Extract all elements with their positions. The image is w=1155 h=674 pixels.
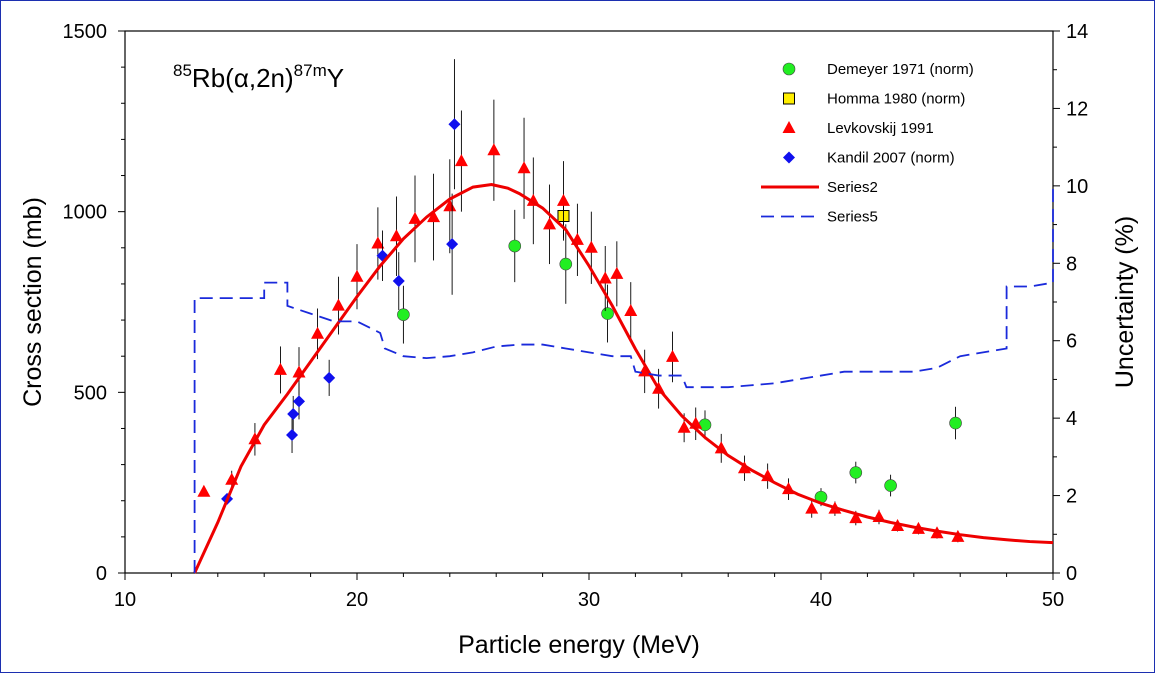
data-point [293,395,305,408]
title-projectile: α [234,63,249,93]
x-tick-label: 50 [1042,589,1064,611]
legend-marker [782,121,796,133]
legend-label: Homma 1980 (norm) [827,91,965,108]
data-layer [193,59,1054,574]
data-point [448,118,461,131]
series-line [193,183,1054,574]
data-point [584,240,598,253]
plot-area [124,30,1054,574]
x-tick-label: 40 [810,589,832,611]
data-point [273,362,287,375]
data-point [884,479,897,492]
title-mass-number: 85 [173,61,192,80]
data-point [624,304,638,317]
x-axis-label: Particle energy (MeV) [458,631,700,659]
data-point [427,210,441,223]
data-point [311,326,325,339]
x-tick-label: 10 [114,589,136,611]
data-point [197,484,211,497]
y2-tick-label: 2 [1066,486,1077,508]
title-ejectile: ,2n) [249,63,294,93]
title-target: Rb( [192,63,234,93]
y2-tick-label: 4 [1066,408,1077,430]
series-line [193,185,1054,573]
data-point [949,416,962,430]
data-point [951,529,965,542]
data-point [408,211,422,224]
data-point [805,501,819,514]
data-point [849,511,863,524]
legend-marker [782,62,796,76]
y-axis-label: Cross section (mb) [19,197,47,407]
y-tick-label: 0 [96,563,107,585]
data-point [698,418,712,432]
data-point [443,199,457,212]
data-point [543,217,557,230]
data-point [287,408,300,421]
data-point [487,143,501,156]
data-point [397,308,410,321]
data-point [666,349,680,362]
legend-label: Series2 [827,179,878,196]
data-point [508,239,522,253]
y2-tick-label: 0 [1066,563,1077,585]
data-point [559,257,573,271]
x-tick-label: 30 [578,589,600,611]
data-point [849,466,863,479]
data-point [350,269,364,282]
data-point [677,420,691,433]
data-point [556,193,570,206]
data-point [517,161,531,174]
data-point [610,266,624,279]
y2-tick-label: 10 [1066,176,1088,198]
y-tick-label: 1500 [63,21,108,43]
data-point [601,307,614,320]
data-point [454,154,468,167]
legend-label: Levkovskij 1991 [827,120,934,137]
data-point [389,229,403,242]
y2-axis-label: Uncertainty (%) [1111,216,1139,388]
data-point [371,236,385,249]
legend-marker [783,151,795,164]
y2-tick-label: 14 [1066,21,1088,43]
x-tick-label: 20 [346,589,368,611]
data-point [714,441,728,454]
chart-title: 85Rb(α,2n)87mY [173,61,344,93]
data-point [286,428,299,441]
data-point [331,298,345,311]
legend-label: Kandil 2007 (norm) [827,150,955,167]
y2-tick-label: 12 [1066,98,1088,120]
data-point [446,238,459,251]
data-point [248,432,262,445]
title-product: Y [327,63,344,93]
title-product-mass: 87m [294,61,327,80]
data-point [598,271,612,284]
data-point [392,275,405,288]
legend-marker [783,92,795,105]
y2-tick-label: 6 [1066,331,1077,353]
y2-tick-label: 8 [1066,253,1077,275]
data-point [323,371,336,384]
legend-label: Series5 [827,209,878,226]
y-tick-label: 500 [74,382,107,404]
y-tick-label: 1000 [63,202,108,224]
legend-label: Demeyer 1971 (norm) [827,61,974,78]
legend: Demeyer 1971 (norm) Homma 1980 (norm) Levk… [761,61,974,226]
